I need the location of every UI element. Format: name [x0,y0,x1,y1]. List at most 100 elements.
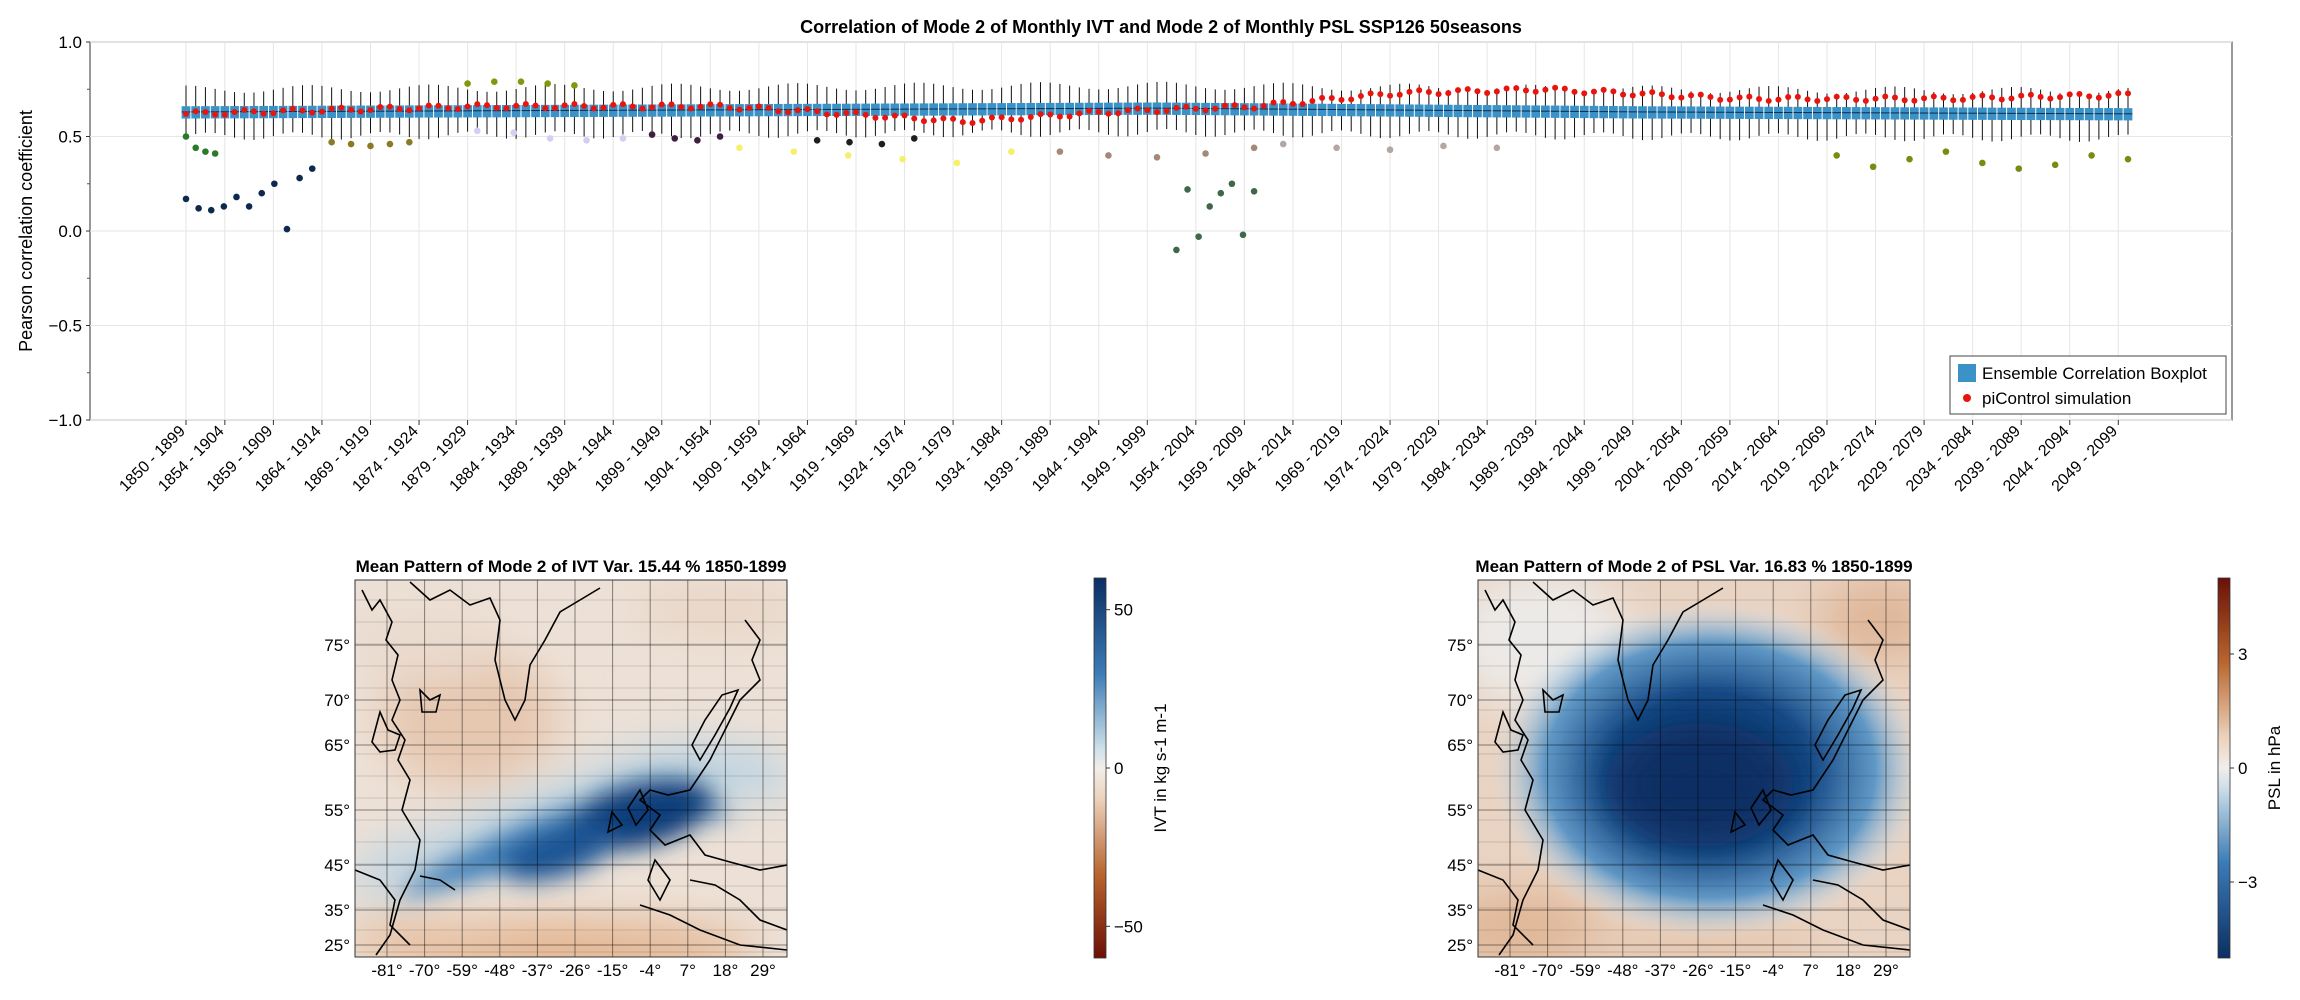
picontrol-point [590,105,597,112]
picontrol-point [1989,94,1996,101]
y-axis-ticks: 1.0 0.5 0.0 −0.5 −1.0 [48,33,90,430]
colorbar-tick-label: 3 [2238,645,2247,664]
picontrol-point [532,102,539,109]
picontrol-point [852,109,859,116]
picontrol-point [1746,93,1753,100]
lat-tick-label: 45° [1447,856,1473,875]
outlier-point [1195,233,1202,240]
picontrol-point [2076,90,2083,97]
colorbar-tick-label: 0 [1114,759,1123,778]
picontrol-point [1105,110,1112,117]
outlier-point [192,144,200,152]
picontrol-point [746,104,753,111]
picontrol-point [1484,90,1491,97]
psl-map-title: Mean Pattern of Mode 2 of PSL Var. 16.83… [1475,557,1912,576]
lon-tick-label: -81° [1494,961,1525,980]
outlier-point [347,140,355,148]
outlier-point [1239,231,1247,239]
picontrol-point [1979,92,1986,99]
lon-tick-label: -70° [1532,961,1563,980]
outlier-point [1202,150,1209,157]
picontrol-point [1590,88,1597,95]
picontrol-point [1056,113,1063,120]
picontrol-point [221,111,228,118]
picontrol-point [445,105,452,112]
outlier-point [846,138,853,146]
outlier-point [619,135,627,142]
outlier-point [245,203,253,210]
lon-tick-label: -15° [1720,961,1751,980]
picontrol-point [1037,111,1044,118]
picontrol-point [2086,93,2093,100]
picontrol-point [377,104,384,111]
picontrol-point [1542,86,1549,93]
picontrol-point [1969,93,1976,100]
y-tick-label: 1.0 [58,33,82,52]
picontrol-point [1357,93,1364,100]
picontrol-point [1455,87,1462,94]
picontrol-point [2095,94,2102,101]
lon-tick-label: 7° [680,961,696,980]
picontrol-point [1474,88,1481,95]
lon-tick-label: -37° [522,961,553,980]
picontrol-point [2037,93,2044,100]
lat-tick-label: 75° [1447,636,1473,655]
outlier-point [1333,144,1340,152]
outlier-point [2051,161,2059,169]
picontrol-point [328,105,335,112]
picontrol-point [687,105,694,112]
picontrol-point [1251,105,1258,112]
picontrol-point [522,100,529,107]
legend-picontrol-swatch [1963,394,1971,402]
ivt-lon-ticks: -81° -70° -59° -48° -37° -26° -15° -4° 7° 18° 29° [371,961,776,980]
ivt-lat-ticks: 75° 70° 65° 55° 45° 35° 25° [324,636,350,955]
psl-lon-ticks: -81° -70° -59° -48° -37° -26° -15° -4° 7° 18° 29° [1494,961,1899,980]
colorbar-tick-label: −3 [2238,873,2257,892]
picontrol-point [1940,94,1947,101]
lat-tick-label: 55° [1447,801,1473,820]
lon-tick-label: -81° [371,961,402,980]
picontrol-point [1163,108,1170,115]
picontrol-point [416,105,423,112]
picontrol-point [1018,116,1025,123]
picontrol-point [804,106,811,113]
picontrol-points [183,84,2131,127]
ivt-colorbar [1093,577,1107,959]
picontrol-point [1853,96,1860,103]
picontrol-point [551,104,558,111]
lon-tick-label: -4° [639,961,661,980]
y-tick-label: −1.0 [48,411,82,430]
picontrol-point [2008,95,2015,102]
lat-tick-label: 75° [324,636,350,655]
outlier-point [328,138,335,146]
legend-box [1949,355,2227,415]
picontrol-point [891,112,898,119]
picontrol-point [1707,94,1714,101]
outlier-point [1833,152,1840,159]
picontrol-point [1047,111,1054,118]
picontrol-point [678,103,685,110]
picontrol-point [911,115,918,122]
picontrol-point [610,101,617,108]
picontrol-point [1192,105,1199,112]
outlier-point [367,142,374,150]
psl-colorbar-label: PSL in hPa [2265,725,2284,810]
outlier-point [386,140,394,148]
picontrol-point [1309,97,1316,104]
ivt-map [355,580,787,957]
picontrol-point [1124,107,1131,114]
outlier-point [910,135,918,142]
colorbar-tick-label: 50 [1114,601,1133,620]
lat-tick-label: 70° [1447,691,1473,710]
picontrol-point [950,115,957,122]
picontrol-point [1095,108,1102,115]
picontrol-point [1736,94,1743,101]
picontrol-point [649,104,656,111]
picontrol-point [1697,91,1704,98]
outlier-point [1279,140,1287,148]
lat-tick-label: 35° [1447,901,1473,920]
picontrol-point [843,109,850,116]
outlier-point [490,78,498,85]
picontrol-point [1522,87,1529,94]
picontrol-point [2115,90,2122,97]
